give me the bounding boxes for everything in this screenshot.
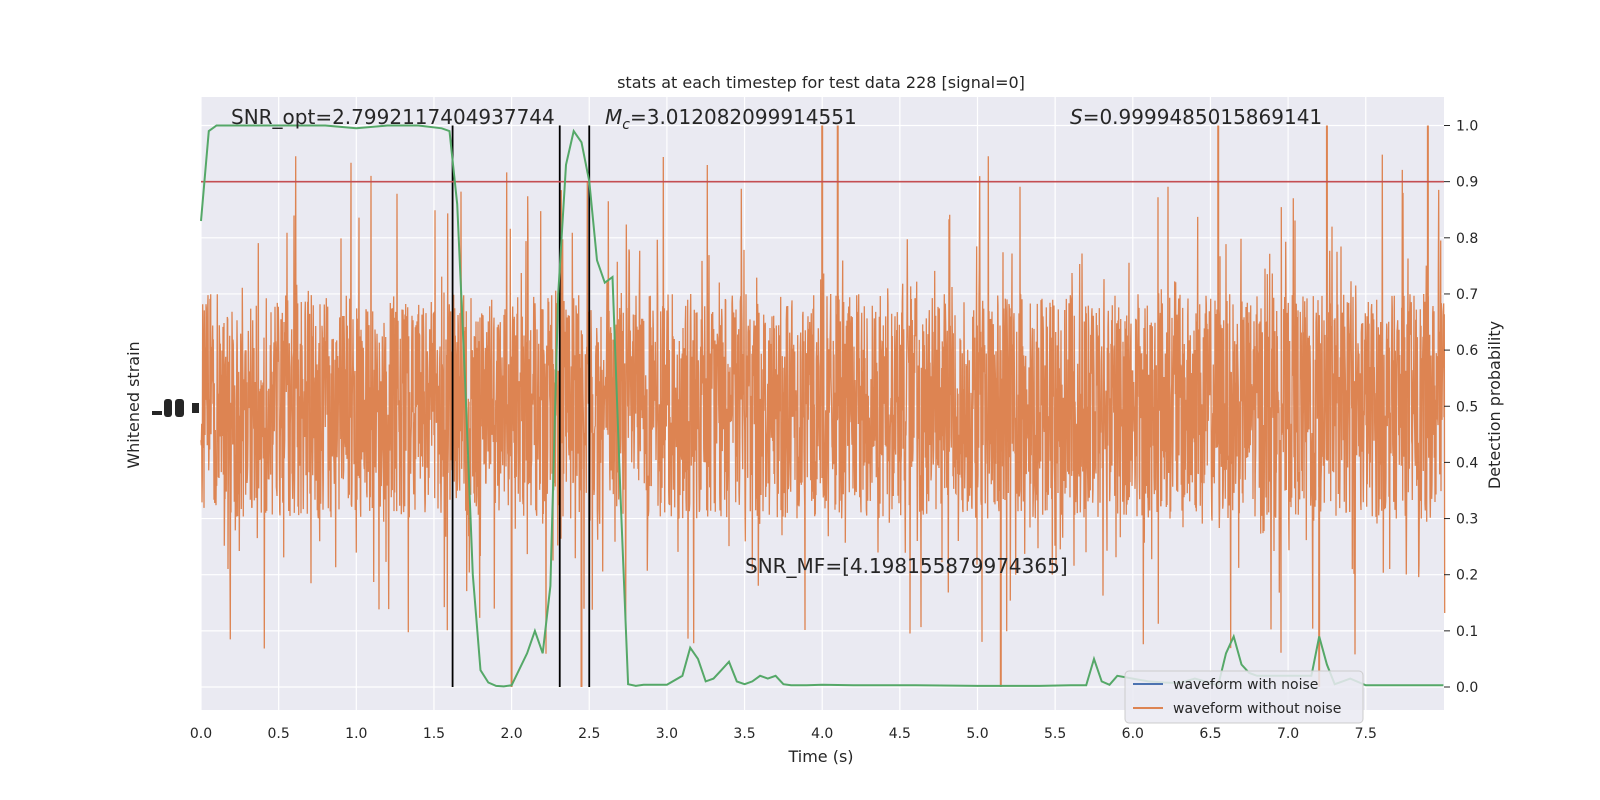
snr-opt-annotation: SNR_opt=2.7992117404937744: [231, 105, 555, 129]
x-tick-label: 4.5: [889, 726, 911, 742]
x-tick-label: 4.0: [811, 726, 833, 742]
y-right-tick-label: 0.5: [1456, 399, 1478, 415]
noise-body: [200, 154, 1446, 655]
y-right-tick-label: 0.7: [1456, 287, 1478, 303]
chart-title: stats at each timestep for test data 228…: [617, 73, 1025, 92]
vertical-markers: [451, 125, 591, 687]
x-axis-ticks: 0.0 0.5 1.0 1.5 2.0 2.5 3.0 3.5 4.0 4.5 5.0 5.5 6.0 6…: [190, 726, 1377, 742]
y-right-tick-label: 0.9: [1456, 175, 1478, 191]
noise-trace: [200, 125, 1446, 687]
x-tick-label: 7.5: [1355, 726, 1377, 742]
x-tick-label: 5.0: [966, 726, 988, 742]
x-tick-label: 6.0: [1122, 726, 1144, 742]
x-tick-label: 2.5: [578, 726, 600, 742]
legend-label-without-noise: waveform without noise: [1173, 701, 1341, 717]
chirp-mass-annotation: Mc=3.012082099914551: [605, 105, 857, 133]
y-axis-left-label: Whitened strain: [124, 341, 143, 468]
x-axis-label: Time (s): [787, 747, 853, 766]
y-right-tick-label: 0.8: [1456, 231, 1478, 247]
x-tick-label: 6.5: [1199, 726, 1221, 742]
y-right-tick-label: 0.2: [1456, 568, 1478, 584]
legend-box: [1124, 670, 1364, 724]
x-tick-label: 0.0: [190, 726, 212, 742]
s-annotation: S=0.9999485015869141: [1070, 105, 1322, 129]
y-right-tick-label: 0.6: [1456, 343, 1478, 359]
y-right-tick-label: 0.3: [1456, 512, 1478, 528]
y-axis-right-ticks: 0.0 0.1 0.2 0.3 0.4 0.5 0.6 0.7 0.8 0.9 1.0: [1444, 119, 1478, 696]
x-tick-label: 1.5: [423, 726, 445, 742]
legend-label-with-noise: waveform with noise: [1173, 677, 1318, 693]
y-axis-right-label: Detection probability: [1485, 321, 1504, 489]
snr-mf-annotation: SNR_MF=[4.198155879974365]: [745, 554, 1068, 578]
x-tick-label: 3.5: [733, 726, 755, 742]
left-axis-offset-glyphs: [152, 399, 199, 417]
x-tick-label: 0.5: [268, 726, 290, 742]
y-right-tick-label: 1.0: [1456, 119, 1478, 135]
x-tick-label: 3.0: [656, 726, 678, 742]
x-tick-label: 1.0: [345, 726, 367, 742]
y-right-tick-label: 0.1: [1456, 624, 1478, 640]
x-tick-label: 5.5: [1044, 726, 1066, 742]
detection-probability-line: [200, 124, 1444, 688]
x-tick-label: 7.0: [1277, 726, 1299, 742]
y-right-tick-label: 0.0: [1456, 680, 1478, 696]
y-right-tick-label: 0.4: [1456, 455, 1478, 471]
legend: waveform with noise waveform without noi…: [1124, 670, 1364, 724]
x-tick-label: 2.0: [500, 726, 522, 742]
